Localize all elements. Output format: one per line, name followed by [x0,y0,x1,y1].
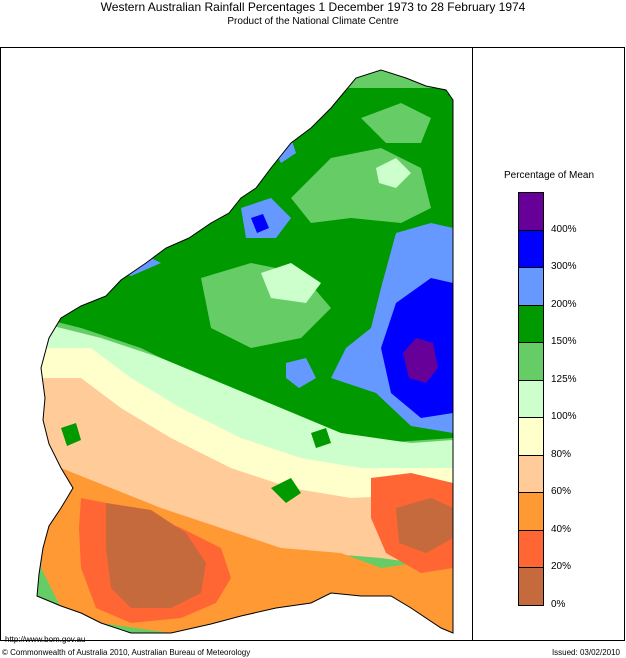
legend-tick-label: 60% [551,486,572,497]
zone-150-200-spot2 [311,428,331,448]
legend-tick-label: 0% [551,598,566,610]
copyright-notice: © Commonwealth of Australia 2010, Austra… [2,648,251,657]
zone-200-300-central [286,358,316,388]
zone-200-300-nw [241,198,291,238]
map-frame [0,47,625,641]
legend-tick-label: 100% [551,411,577,422]
zone-150-200-spot [271,478,301,503]
zone-over-400 [403,338,438,383]
legend-swatch [518,454,544,493]
zone-150-200-coast [61,423,81,446]
legend-tick-label: 40% [551,523,572,535]
map-title: Western Australian Rainfall Percentages … [100,0,526,14]
legend-title: Percentage of Mean [503,170,595,181]
legend-tick-label: 200% [551,298,577,310]
legend-swatch [518,267,544,306]
legend-tick-label: 125% [551,373,577,385]
frame-divider [472,47,473,641]
map-subtitle: Product of the National Climate Centre [227,16,399,27]
rainfall-zones [37,70,453,633]
legend-tick-label: 400% [551,223,577,235]
zone-300-400-nw [251,214,269,233]
legend-tick-label: 20% [551,561,572,572]
zone-100-125-north [376,158,411,188]
legend-swatch [518,192,544,231]
source-url[interactable]: http://www.bom.gov.au [5,635,86,644]
zone-0-20-east [396,498,453,553]
legend-tick-label: 80% [551,448,572,460]
legend-tick-label: 150% [551,336,577,347]
legend-swatch [518,342,544,381]
zone-100-125-central [261,263,321,303]
legend-swatch [518,417,544,456]
legend-swatch [518,567,544,606]
wa-coastline [36,69,454,634]
issued-date: Issued: 03/02/2010 [551,648,620,657]
zone-125-150-kimberley [361,103,431,143]
legend-swatch [518,492,544,531]
legend-swatch [518,229,544,268]
zone-60-80 [41,378,453,568]
rainfall-map [36,69,454,634]
legend-swatch [518,529,544,568]
legend-tick-label: 300% [551,261,577,272]
zone-0-20 [106,503,206,608]
legend-swatch [518,379,544,418]
legend-swatch [518,304,544,343]
